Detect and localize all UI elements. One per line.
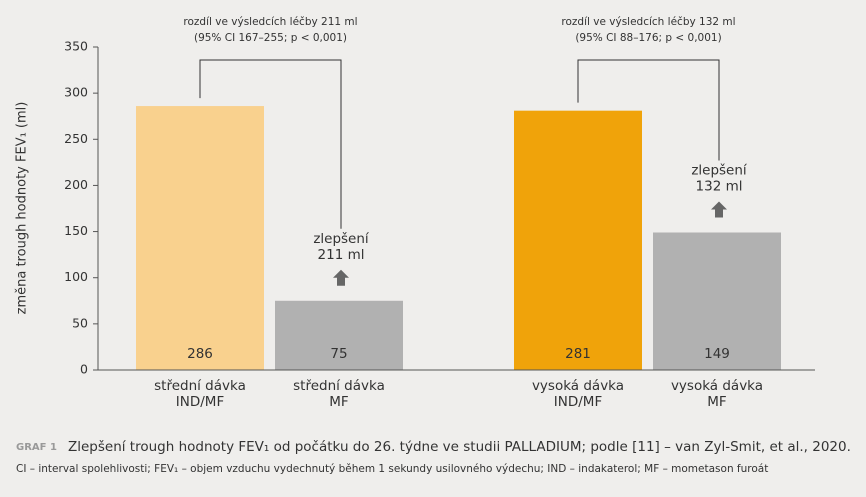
x-tick-label: MF bbox=[329, 394, 348, 410]
x-tick-label: MF bbox=[707, 394, 726, 410]
value-label: 286 bbox=[187, 346, 213, 362]
x-tick-label: IND/MF bbox=[176, 394, 224, 410]
x-tick-label: vysoká dávka bbox=[671, 378, 763, 394]
arrow bbox=[333, 269, 349, 286]
y-tick-label: 350 bbox=[64, 39, 88, 54]
improvement-label: 132 ml bbox=[696, 178, 743, 194]
x-tick-label: střední dávka bbox=[293, 378, 385, 394]
annotation: rozdíl ve výsledcích léčby 132 ml bbox=[561, 16, 735, 28]
y-tick-label: 50 bbox=[72, 315, 88, 330]
value-label: 149 bbox=[704, 346, 730, 362]
x-tick-label: vysoká dávka bbox=[532, 378, 624, 394]
bracket bbox=[199, 59, 342, 229]
y-tick-label: 100 bbox=[64, 269, 88, 284]
caption-label: GRAF 1 bbox=[16, 442, 57, 453]
annotation: rozdíl ve výsledcích léčby 211 ml bbox=[183, 16, 357, 28]
y-tick-label: 250 bbox=[64, 131, 88, 146]
arrow bbox=[711, 201, 727, 218]
y-tick-label: 150 bbox=[64, 223, 88, 238]
caption-note: CI – interval spolehlivosti; FEV₁ – obje… bbox=[16, 463, 768, 475]
bar bbox=[653, 232, 781, 370]
improvement-label: zlepšení bbox=[691, 162, 748, 178]
x-tick-label: střední dávka bbox=[154, 378, 246, 394]
y-tick-label: 200 bbox=[64, 177, 88, 192]
improvement-label: zlepšení bbox=[313, 231, 370, 247]
bar bbox=[514, 110, 642, 371]
bar bbox=[136, 106, 264, 370]
improvement-label: 211 ml bbox=[318, 247, 365, 263]
y-axis-label: změna trough hodnoty FEV₁ (ml) bbox=[15, 102, 30, 315]
y-tick-label: 300 bbox=[64, 85, 88, 100]
bar bbox=[275, 300, 403, 370]
value-label: 281 bbox=[565, 346, 591, 362]
value-label: 75 bbox=[330, 346, 347, 362]
bracket bbox=[577, 59, 720, 161]
caption-title: Zlepšení trough hodnoty FEV₁ od počátku … bbox=[68, 439, 851, 455]
x-tick-label: IND/MF bbox=[554, 394, 602, 410]
annotation: (95% CI 88–176; p < 0,001) bbox=[575, 32, 721, 44]
y-tick-label: 0 bbox=[80, 362, 88, 377]
annotation: (95% CI 167–255; p < 0,001) bbox=[194, 32, 347, 44]
